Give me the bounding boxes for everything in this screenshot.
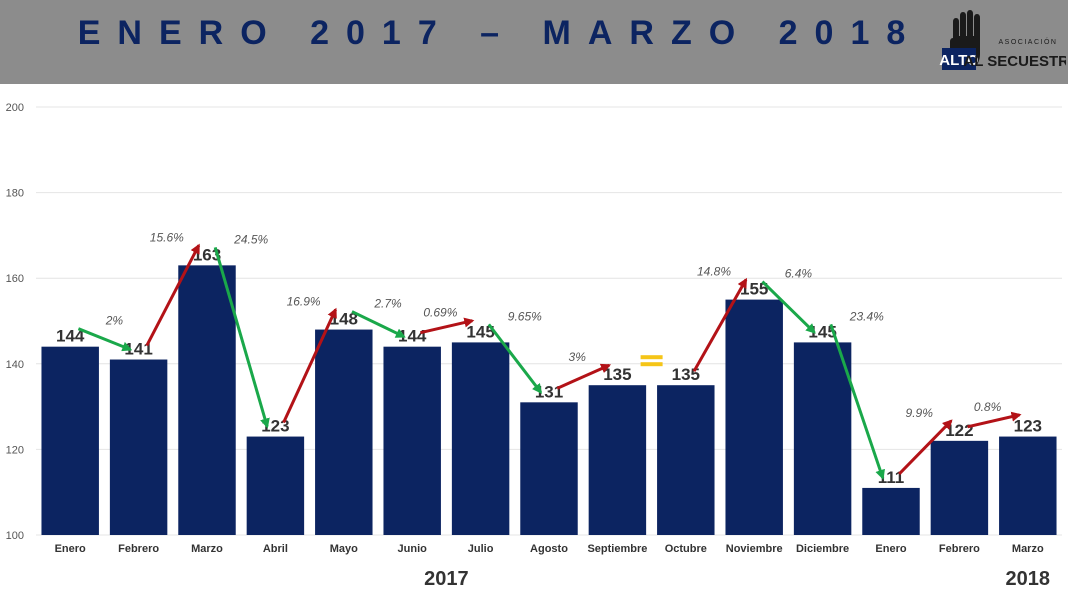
logo-alto-text: ALTO — [939, 52, 979, 69]
bar-value-label: 163 — [193, 245, 221, 264]
bar — [657, 385, 715, 535]
x-tick-label: Noviembre — [726, 543, 783, 555]
y-tick-label: 100 — [6, 530, 24, 542]
change-label: 9.65% — [508, 309, 542, 323]
change-label: 3% — [569, 350, 587, 364]
bar — [109, 359, 168, 535]
change-label: 0.69% — [423, 306, 457, 320]
logo-al-secuestro-text: AL SECUESTRO — [963, 53, 1066, 70]
change-arrow — [77, 327, 133, 352]
year-labels: 2017 2018 — [424, 568, 1050, 590]
bar-value-label: 144 — [56, 327, 85, 346]
y-tick-label: 120 — [6, 444, 24, 456]
x-tick-label: Octubre — [665, 543, 707, 555]
x-tick-label: Diciembre — [796, 543, 849, 555]
bar-value-label: 135 — [603, 365, 631, 384]
change-arrow — [420, 317, 475, 335]
year-label: 2018 — [1006, 568, 1051, 590]
bar — [930, 440, 989, 535]
bar — [588, 385, 647, 535]
bar — [999, 436, 1057, 535]
change-arrow — [898, 419, 953, 475]
change-arrow — [282, 307, 337, 424]
change-arrow — [692, 277, 748, 372]
y-tick-label: 160 — [6, 273, 24, 285]
change-label: 2.7% — [373, 297, 402, 311]
header-banner: ENERO 2017 – MARZO 2018 ALTO ASOCIACIÓN … — [0, 0, 1068, 84]
change-label: 23.4% — [849, 309, 884, 323]
logo-alto-box — [942, 48, 976, 70]
y-tick-label: 140 — [6, 359, 24, 371]
bar — [315, 329, 373, 535]
change-annotations: 2% 15.6% 24.5% 16.9% 2.7% 0.69% 9.65% 3% 14.8% 6.… — [77, 230, 1022, 480]
change-label: 14.8% — [697, 265, 731, 279]
x-tick-label: Junio — [398, 543, 428, 555]
change-label: 15.6% — [150, 230, 184, 244]
change-arrow — [351, 310, 406, 339]
change-label: 6.4% — [785, 267, 813, 281]
change-label: 24.5% — [233, 232, 268, 246]
x-tick-label: Febrero — [939, 543, 980, 555]
x-tick-label: Marzo — [191, 543, 223, 555]
bar — [793, 342, 852, 535]
change-arrow — [556, 363, 612, 390]
change-label: 9.9% — [906, 406, 934, 420]
x-tick-label: Septiembre — [587, 543, 647, 555]
page-title: ENERO 2017 – MARZO 2018 — [77, 14, 923, 52]
logo-asociacion-text: ASOCIACIÓN — [999, 37, 1058, 46]
x-tick-label: Abril — [263, 543, 288, 555]
change-label: 16.9% — [287, 295, 321, 309]
x-axis: Enero Febrero Marzo Abril Mayo Junio Julio Agos… — [55, 543, 1044, 555]
x-tick-label: Marzo — [1012, 543, 1044, 555]
bar-value-label: 135 — [672, 365, 700, 384]
x-tick-label: Agosto — [530, 543, 568, 555]
bar — [41, 346, 99, 535]
x-tick-label: Enero — [875, 543, 906, 555]
change-label: 2% — [105, 314, 124, 328]
alto-al-secuestro-logo: ALTO ASOCIACIÓN AL SECUESTRO — [939, 10, 1066, 70]
bar — [520, 402, 578, 535]
change-label: 0.8% — [974, 400, 1002, 414]
bar — [246, 436, 305, 535]
y-tick-label: 200 — [6, 102, 24, 114]
change-arrow — [213, 246, 270, 429]
x-tick-label: Julio — [468, 543, 494, 555]
bar — [178, 265, 236, 535]
x-tick-label: Enero — [55, 543, 86, 555]
bar — [725, 299, 783, 535]
change-arrow — [761, 280, 816, 334]
bar-value-label: 155 — [740, 280, 768, 299]
y-tick-label: 180 — [6, 188, 24, 200]
equal-sign-icon — [640, 355, 663, 360]
bar — [383, 346, 441, 535]
year-label: 2017 — [424, 568, 469, 590]
equal-sign-icon — [640, 362, 663, 367]
change-arrow — [487, 323, 543, 394]
change-arrow — [967, 411, 1022, 429]
x-tick-label: Mayo — [330, 543, 358, 555]
bar — [451, 342, 510, 535]
bar — [862, 487, 920, 535]
bar-value-label: 123 — [1014, 417, 1042, 436]
change-arrow — [829, 323, 885, 480]
y-axis: 100 120 140 160 180 200 — [6, 102, 24, 542]
x-tick-label: Febrero — [118, 543, 159, 555]
change-arrow — [145, 243, 201, 347]
bars — [41, 265, 1057, 535]
